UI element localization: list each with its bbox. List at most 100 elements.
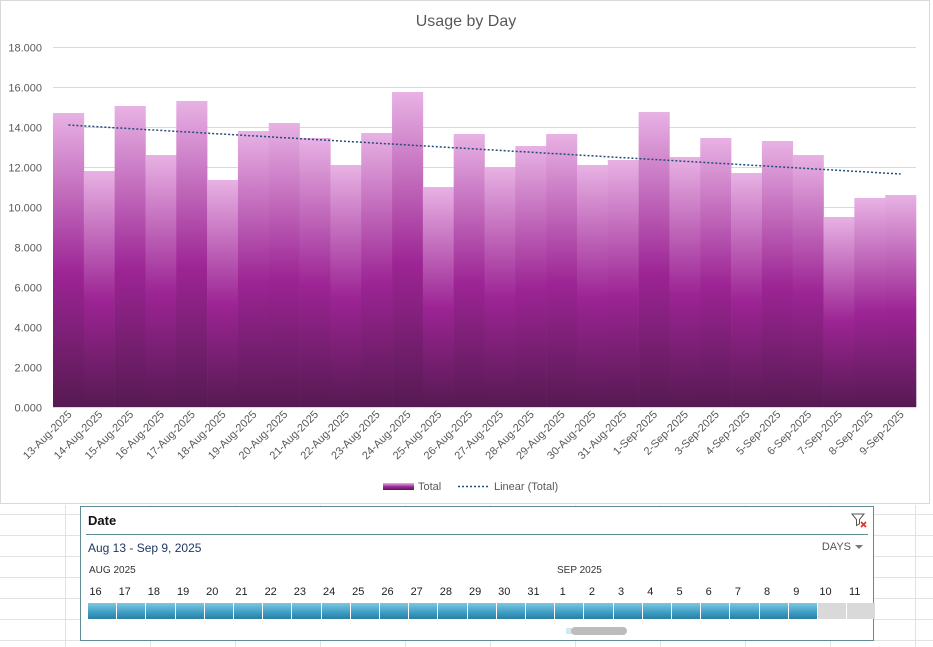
day-label: 6 xyxy=(705,586,712,598)
bar xyxy=(176,101,208,407)
legend-label-trend: Linear (Total) xyxy=(494,481,558,493)
month-label-sep: SEP 2025 xyxy=(557,565,602,576)
month-label-aug: AUG 2025 xyxy=(89,565,136,576)
bar xyxy=(546,134,578,407)
timeline-day-cell[interactable] xyxy=(409,603,439,619)
day-label: 24 xyxy=(322,586,336,598)
timeline-day-cell[interactable] xyxy=(730,603,760,619)
timeline-day-cell[interactable] xyxy=(117,603,147,619)
day-label: 18 xyxy=(147,586,161,598)
timeline-day-cell[interactable] xyxy=(204,603,234,619)
day-label: 22 xyxy=(264,586,277,598)
day-label: 21 xyxy=(235,586,248,598)
timeline-bar[interactable] xyxy=(88,603,877,619)
bar xyxy=(299,138,331,407)
day-label: 10 xyxy=(819,586,832,598)
day-label: 16 xyxy=(89,586,102,598)
y-tick-label: 16.000 xyxy=(8,83,42,95)
bar xyxy=(330,165,362,407)
timeline-day-cell[interactable] xyxy=(263,603,293,619)
timeline-day-cell[interactable] xyxy=(467,603,497,619)
timeline-day-cell[interactable] xyxy=(146,603,176,619)
bar xyxy=(453,134,485,407)
chevron-down-icon xyxy=(855,545,863,550)
timeline-day-cell[interactable] xyxy=(234,603,264,619)
timeline-day-cell[interactable] xyxy=(555,603,585,619)
timeline-day-cell[interactable] xyxy=(175,603,205,619)
time-level-label: DAYS xyxy=(821,541,851,553)
legend-swatch-total xyxy=(383,483,414,490)
y-tick-label: 8.000 xyxy=(14,243,42,255)
day-label: 11 xyxy=(848,586,861,598)
timeline-day-cell[interactable] xyxy=(672,603,702,619)
timeline-day-cell[interactable] xyxy=(350,603,380,619)
bar xyxy=(207,180,239,407)
day-label: 31 xyxy=(527,586,540,598)
trendline xyxy=(68,124,901,175)
bar xyxy=(53,113,85,407)
day-label: 25 xyxy=(352,586,365,598)
timeline-day-cell[interactable] xyxy=(496,603,526,619)
y-tick-label: 4.000 xyxy=(14,323,42,335)
timeline-scrollbar-thumb[interactable] xyxy=(571,627,627,635)
day-label: 1 xyxy=(559,586,566,598)
day-label: 5 xyxy=(676,586,683,598)
timeline-day-cell[interactable] xyxy=(584,603,614,619)
day-label: 26 xyxy=(381,586,394,598)
bar xyxy=(854,198,886,407)
legend-label-total: Total xyxy=(418,481,441,493)
bar xyxy=(484,167,516,407)
chart-container[interactable]: Usage by Day 0.000 2.000 4.000 6.000 8.000 10… xyxy=(0,0,930,504)
day-label: 20 xyxy=(206,586,219,598)
bar xyxy=(669,157,701,407)
day-label: 19 xyxy=(176,586,190,598)
day-label: 9 xyxy=(793,586,800,598)
timeline-day-cell[interactable] xyxy=(788,603,818,619)
day-label: 29 xyxy=(468,586,482,598)
day-label: 7 xyxy=(734,586,741,598)
timeline-day-cell[interactable] xyxy=(292,603,322,619)
bar xyxy=(114,106,146,407)
timeline-day-cell[interactable] xyxy=(818,603,848,619)
bar xyxy=(885,195,917,407)
bar xyxy=(576,165,609,407)
bar xyxy=(731,173,763,407)
timeline-day-cell[interactable] xyxy=(526,603,556,619)
y-tick-label: 6.000 xyxy=(14,283,42,295)
timeline-day-cell[interactable] xyxy=(759,603,789,619)
chart-title: Usage by Day xyxy=(416,13,517,30)
bar xyxy=(792,155,824,407)
timeline-day-cell[interactable] xyxy=(642,603,672,619)
y-tick-label: 2.000 xyxy=(14,363,42,375)
bar xyxy=(392,92,424,407)
bar xyxy=(607,160,639,407)
selected-range-label: Aug 13 - Sep 9, 2025 xyxy=(88,541,202,555)
y-tick-label: 12.000 xyxy=(8,163,42,175)
usage-bar-chart: Usage by Day 0.000 2.000 4.000 6.000 8.000 10… xyxy=(8,13,917,493)
timeline-day-cell[interactable] xyxy=(613,603,643,619)
y-tick-label: 0.000 xyxy=(14,403,42,415)
y-tick-label: 18.000 xyxy=(8,43,42,55)
bar xyxy=(422,187,454,407)
day-label: 28 xyxy=(439,586,453,598)
bar xyxy=(268,123,300,407)
day-label: 30 xyxy=(498,586,511,598)
date-timeline-slicer[interactable]: Date Aug 13 - Sep 9, 2025 DAYS AUG 2025 … xyxy=(80,506,877,641)
day-label: 3 xyxy=(618,586,625,598)
timeline-day-cell[interactable] xyxy=(847,603,877,619)
scroll-track xyxy=(566,628,572,634)
day-label: 17 xyxy=(118,586,131,598)
timeline-day-cell[interactable] xyxy=(88,603,118,619)
day-label: 27 xyxy=(410,586,423,598)
slicer-header-divider xyxy=(86,534,868,535)
timeline-day-cell[interactable] xyxy=(438,603,468,619)
clear-filter-icon[interactable] xyxy=(851,512,867,528)
timeline-day-cell[interactable] xyxy=(701,603,731,619)
bar xyxy=(761,141,794,407)
timeline-day-cell[interactable] xyxy=(380,603,410,619)
time-level-dropdown[interactable]: DAYS xyxy=(822,541,863,553)
bar xyxy=(700,138,732,407)
timeline-day-cell[interactable] xyxy=(321,603,351,619)
bar xyxy=(145,155,177,407)
bar xyxy=(823,217,855,407)
